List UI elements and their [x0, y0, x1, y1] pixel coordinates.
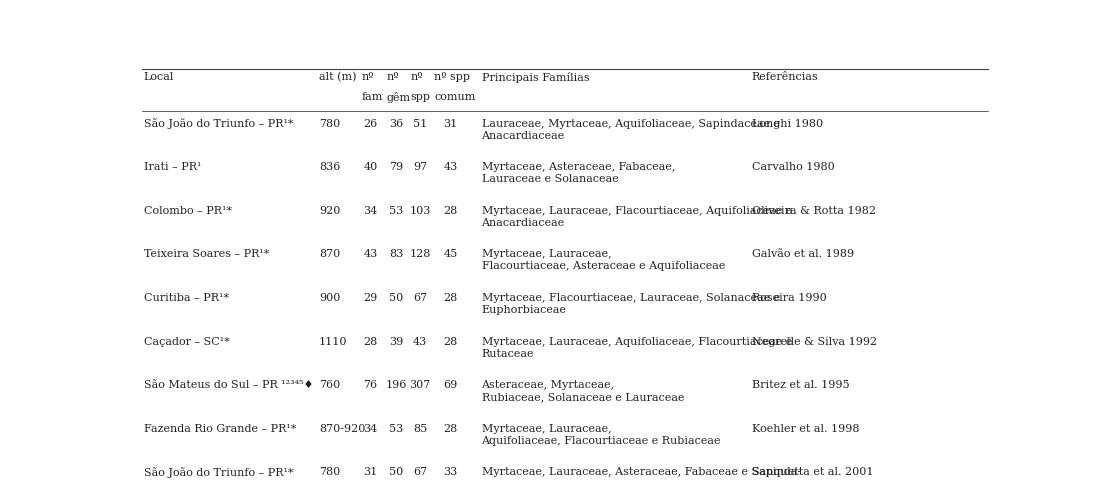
Text: 53: 53: [389, 206, 404, 216]
Text: Fazenda Rio Grande – PR¹*: Fazenda Rio Grande – PR¹*: [143, 424, 297, 434]
Text: Britez et al. 1995: Britez et al. 1995: [751, 380, 849, 390]
Text: 43: 43: [363, 250, 377, 259]
Text: Local: Local: [143, 72, 174, 82]
Text: 34: 34: [363, 424, 377, 434]
Text: Myrtaceae, Lauraceae, Flacourtiaceae, Aquifoliaceae e
Anacardiaceae: Myrtaceae, Lauraceae, Flacourtiaceae, Aq…: [482, 206, 792, 228]
Text: Myrtaceae, Asteraceae, Fabaceae,
Lauraceae e Solanaceae: Myrtaceae, Asteraceae, Fabaceae, Laurace…: [482, 162, 675, 184]
Text: Principais Famílias: Principais Famílias: [482, 72, 589, 83]
Text: Myrtaceae, Flacourtiaceae, Lauraceae, Solanaceae e
Euphorbiaceae: Myrtaceae, Flacourtiaceae, Lauraceae, So…: [482, 293, 780, 315]
Text: 307: 307: [409, 380, 430, 390]
Text: 34: 34: [363, 206, 377, 216]
Text: 26: 26: [363, 119, 377, 129]
Text: Referências: Referências: [751, 72, 818, 82]
Text: 780: 780: [319, 119, 341, 129]
Text: 870: 870: [319, 250, 341, 259]
Text: fam: fam: [362, 92, 383, 102]
Text: Myrtaceae, Lauraceae, Asteraceae, Fabaceae e Sapinda-
ceae: Myrtaceae, Lauraceae, Asteraceae, Fabace…: [482, 468, 801, 480]
Text: 28: 28: [443, 293, 458, 303]
Text: 83: 83: [389, 250, 404, 259]
Text: Negrelle & Silva 1992: Negrelle & Silva 1992: [751, 336, 877, 347]
Text: nº spp: nº spp: [435, 72, 471, 82]
Text: 900: 900: [319, 293, 341, 303]
Text: Sanquetta et al. 2001: Sanquetta et al. 2001: [751, 468, 874, 478]
Text: 28: 28: [363, 336, 377, 347]
Text: 128: 128: [409, 250, 430, 259]
Text: 29: 29: [363, 293, 377, 303]
Text: 39: 39: [389, 336, 404, 347]
Text: Myrtaceae, Lauraceae,
Aquifoliaceae, Flacourtiaceae e Rubiaceae: Myrtaceae, Lauraceae, Aquifoliaceae, Fla…: [482, 424, 721, 446]
Text: Curitiba – PR¹*: Curitiba – PR¹*: [143, 293, 228, 303]
Text: 97: 97: [413, 162, 427, 172]
Text: Myrtaceae, Lauraceae, Aquifoliaceae, Flacourtiaceae e
Rutaceae: Myrtaceae, Lauraceae, Aquifoliaceae, Fla…: [482, 336, 792, 359]
Text: 43: 43: [443, 162, 458, 172]
Text: 836: 836: [319, 162, 341, 172]
Text: 31: 31: [363, 468, 377, 478]
Text: nº: nº: [362, 72, 374, 82]
Text: 45: 45: [443, 250, 458, 259]
Text: 870-920: 870-920: [319, 424, 365, 434]
Text: Carvalho 1980: Carvalho 1980: [751, 162, 834, 172]
Text: 85: 85: [413, 424, 427, 434]
Text: 780: 780: [319, 468, 341, 478]
Text: alt (m): alt (m): [319, 72, 356, 82]
Text: Teixeira Soares – PR¹*: Teixeira Soares – PR¹*: [143, 250, 269, 259]
Text: Myrtaceae, Lauraceae,
Flacourtiaceae, Asteraceae e Aquifoliaceae: Myrtaceae, Lauraceae, Flacourtiaceae, As…: [482, 250, 725, 271]
Text: 40: 40: [363, 162, 377, 172]
Text: São João do Triunfo – PR¹*: São João do Triunfo – PR¹*: [143, 468, 293, 479]
Text: 53: 53: [389, 424, 404, 434]
Text: São Mateus do Sul – PR ¹²³⁴⁵♦: São Mateus do Sul – PR ¹²³⁴⁵♦: [143, 380, 313, 390]
Text: 1110: 1110: [319, 336, 347, 347]
Text: Colombo – PR¹*: Colombo – PR¹*: [143, 206, 232, 216]
Text: Koehler et al. 1998: Koehler et al. 1998: [751, 424, 859, 434]
Text: Roseira 1990: Roseira 1990: [751, 293, 826, 303]
Text: gêm: gêm: [387, 92, 410, 103]
Text: 50: 50: [389, 468, 404, 478]
Text: 31: 31: [443, 119, 458, 129]
Text: Oliveira & Rotta 1982: Oliveira & Rotta 1982: [751, 206, 876, 216]
Text: spp: spp: [410, 92, 430, 102]
Text: 28: 28: [443, 206, 458, 216]
Text: 51: 51: [413, 119, 427, 129]
Text: Caçador – SC¹*: Caçador – SC¹*: [143, 336, 229, 347]
Text: 67: 67: [413, 468, 427, 478]
Text: Irati – PR¹: Irati – PR¹: [143, 162, 201, 172]
Text: 69: 69: [443, 380, 458, 390]
Text: 79: 79: [389, 162, 403, 172]
Text: 196: 196: [385, 380, 407, 390]
Text: 43: 43: [413, 336, 427, 347]
Text: 760: 760: [319, 380, 341, 390]
Text: 920: 920: [319, 206, 341, 216]
Text: nº: nº: [387, 72, 399, 82]
Text: Asteraceae, Myrtaceae,
Rubiaceae, Solanaceae e Lauraceae: Asteraceae, Myrtaceae, Rubiaceae, Solana…: [482, 380, 684, 402]
Text: comum: comum: [435, 92, 475, 102]
Text: 33: 33: [443, 468, 458, 478]
Text: 103: 103: [409, 206, 430, 216]
Text: Lauraceae, Myrtaceae, Aquifoliaceae, Sapindaceae e
Anacardiaceae: Lauraceae, Myrtaceae, Aquifoliaceae, Sap…: [482, 119, 780, 141]
Text: 67: 67: [413, 293, 427, 303]
Text: 36: 36: [389, 119, 404, 129]
Text: Longhi 1980: Longhi 1980: [751, 119, 823, 129]
Text: São João do Triunfo – PR¹*: São João do Triunfo – PR¹*: [143, 119, 293, 130]
Text: nº: nº: [410, 72, 424, 82]
Text: 28: 28: [443, 336, 458, 347]
Text: 50: 50: [389, 293, 404, 303]
Text: Galvão et al. 1989: Galvão et al. 1989: [751, 250, 854, 259]
Text: 76: 76: [363, 380, 377, 390]
Text: 28: 28: [443, 424, 458, 434]
